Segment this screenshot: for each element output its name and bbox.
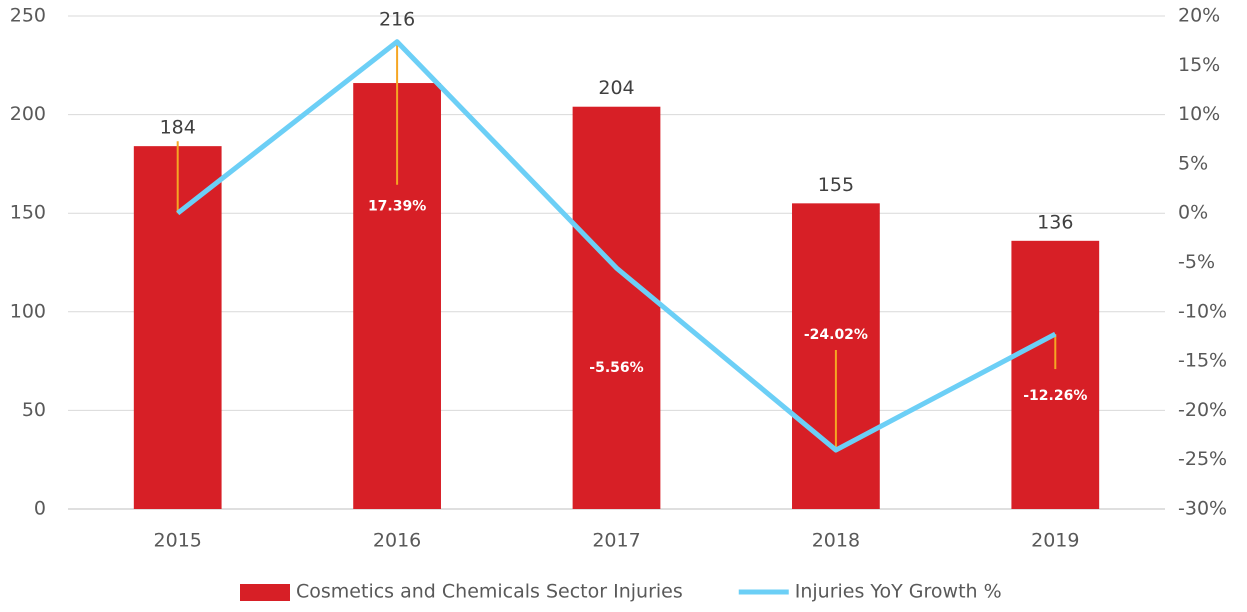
line-value-label: -24.02%: [804, 327, 868, 343]
x-tick-label: 2016: [373, 530, 421, 552]
y2-tick-label: -30%: [1178, 498, 1227, 520]
y2-tick-label: 10%: [1178, 103, 1220, 125]
x-tick-label: 2015: [154, 530, 202, 552]
y-tick-label: 250: [10, 5, 46, 27]
y-tick-label: 50: [22, 399, 46, 421]
line-value-label: -12.26%: [1023, 388, 1087, 404]
y2-tick-label: -15%: [1178, 350, 1227, 372]
y2-tick-label: 5%: [1178, 152, 1208, 174]
line: [176, 39, 1057, 453]
bar-value-label: 204: [598, 77, 634, 99]
bar-value-label: 216: [379, 9, 415, 31]
bar: [572, 106, 661, 509]
y2-tick-label: 0%: [1178, 202, 1208, 224]
y2-tick-label: 15%: [1178, 54, 1220, 76]
y-tick-label: 100: [10, 300, 46, 322]
bar-value-label: 136: [1037, 211, 1073, 233]
bar-value-label: 184: [160, 117, 196, 139]
y2-tick-label: -5%: [1178, 251, 1215, 273]
line-value-label: 17.39%: [368, 199, 426, 215]
y-tick-label: 150: [10, 202, 46, 224]
legend-label: Injuries YoY Growth %: [795, 581, 1002, 603]
line-value-label: -5.56%: [589, 360, 643, 376]
y2-tick-label: -25%: [1178, 448, 1227, 470]
y-tick-label: 200: [10, 103, 46, 125]
x-tick-label: 2017: [592, 530, 640, 552]
bar-value-label: 155: [818, 174, 854, 196]
y2-tick-label: -20%: [1178, 399, 1227, 421]
x-tick-label: 2018: [812, 530, 860, 552]
legend-label: Cosmetics and Chemicals Sector Injuries: [296, 581, 683, 603]
bar: [1011, 240, 1100, 510]
y-tick-label: 0: [34, 498, 46, 520]
y2-tick-label: -10%: [1178, 300, 1227, 322]
x-tick-label: 2019: [1031, 530, 1079, 552]
y2-tick-label: 20%: [1178, 5, 1220, 27]
legend-swatch: [240, 584, 290, 601]
